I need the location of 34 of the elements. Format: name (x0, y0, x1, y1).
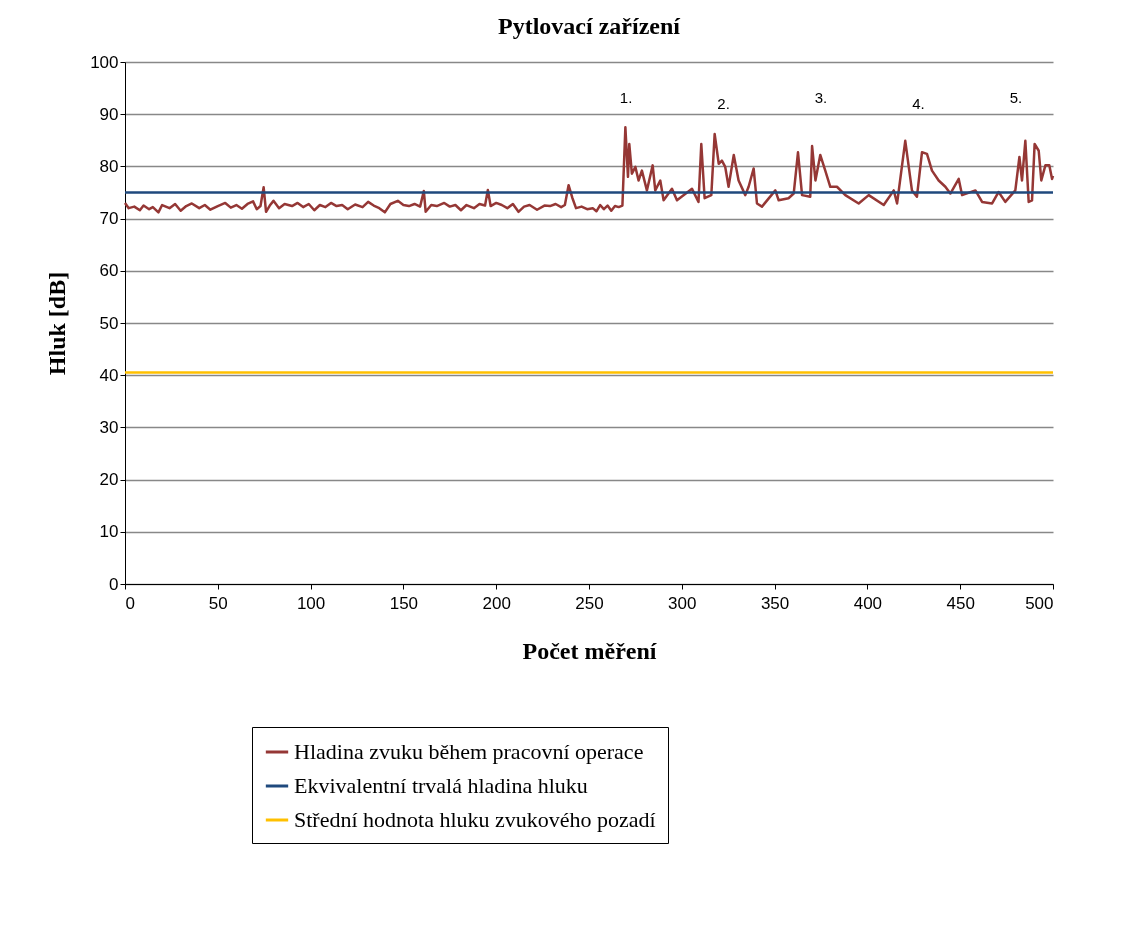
annotation: 3. (814, 89, 828, 106)
y-tick-label: 20 (99, 470, 119, 490)
x-tick-label: 100 (296, 593, 326, 613)
x-tick-label: 500 (1025, 593, 1054, 613)
y-tick-label: 80 (99, 156, 119, 176)
annotation: 2. (717, 95, 730, 112)
x-tick-label: 150 (389, 593, 419, 613)
legend-label: Střední hodnota hluku zvukového pozadí (294, 807, 656, 832)
x-tick-label: 350 (760, 593, 790, 613)
annotation: 1. (619, 89, 633, 106)
y-tick-label: 70 (99, 209, 119, 229)
y-tick-label: 40 (99, 365, 119, 385)
y-tick-label: 50 (99, 313, 119, 333)
legend-label: Ekvivalentní trvalá hladina hluku (294, 773, 588, 798)
y-tick-label: 10 (99, 522, 119, 542)
annotation: 5. (1009, 89, 1023, 106)
chart-title: Pytlovací zařízení (498, 13, 681, 39)
x-axis-title: Počet měření (522, 637, 657, 664)
annotation: 4. (912, 95, 925, 112)
y-tick-label: 100 (90, 52, 119, 72)
x-tick-label: 200 (482, 593, 511, 613)
legend-label: Hladina zvuku během pracovní operace (294, 739, 644, 764)
x-tick-label: 400 (853, 593, 883, 613)
line-series (123, 126, 1055, 214)
y-axis-title: Hluk [dB] (44, 271, 71, 376)
y-tick-label: 30 (99, 417, 119, 437)
x-tick-label: 450 (946, 593, 975, 613)
y-tick-label: 0 (109, 574, 119, 594)
x-tick-label: 250 (575, 593, 604, 613)
y-tick-label: 60 (99, 261, 119, 281)
x-tick-label: 0 (125, 593, 135, 613)
x-tick-label: 50 (208, 593, 228, 613)
x-tick-label: 300 (668, 593, 697, 613)
y-tick-label: 90 (99, 104, 119, 124)
